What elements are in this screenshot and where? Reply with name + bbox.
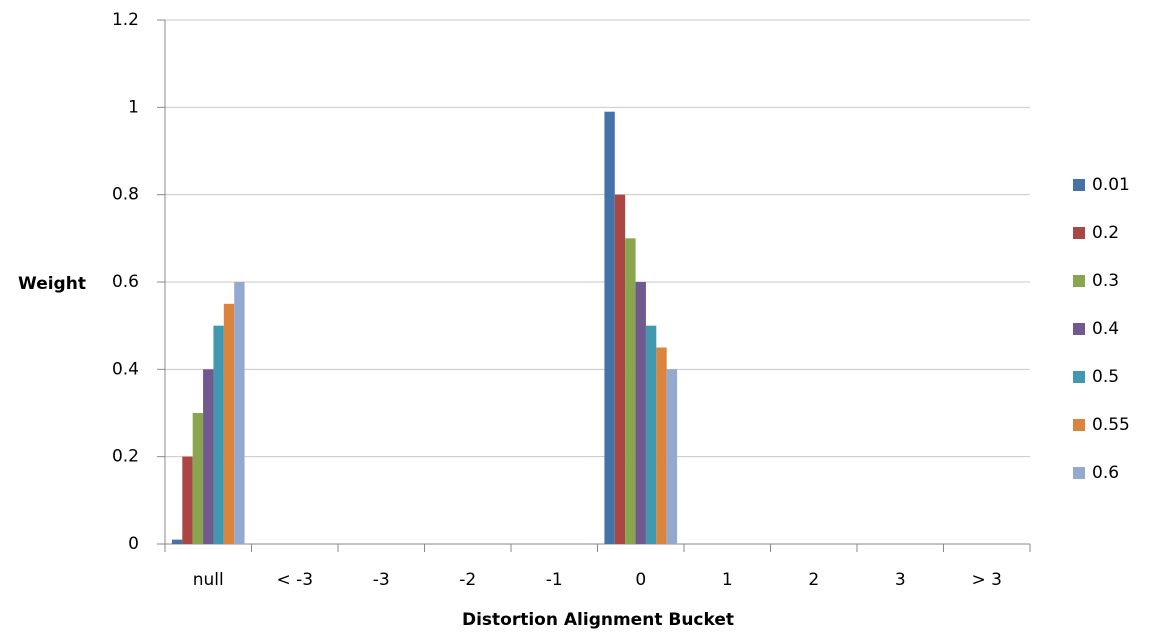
legend-label: 0.4 — [1092, 319, 1119, 339]
legend-label: 0.3 — [1092, 271, 1119, 291]
legend-label: 0.6 — [1092, 463, 1119, 483]
y-tick-label: 1.2 — [112, 10, 139, 30]
x-tick-label: null — [193, 570, 224, 590]
x-tick-label: 3 — [895, 570, 906, 590]
bar — [645, 325, 657, 544]
y-tick-label: 1 — [128, 97, 139, 117]
legend-swatch — [1073, 275, 1085, 287]
bar — [203, 369, 214, 544]
y-axis-label: Weight — [18, 274, 86, 294]
bar — [604, 111, 615, 544]
legend-swatch — [1073, 371, 1085, 383]
legend-label: 0.2 — [1092, 223, 1119, 243]
x-tick-label: < -3 — [276, 570, 313, 590]
legend-label: 0.55 — [1092, 415, 1130, 435]
legend-swatch — [1073, 467, 1085, 479]
x-tick-label: 1 — [722, 570, 733, 590]
bar — [635, 282, 646, 544]
y-tick-label: 0.2 — [112, 447, 139, 467]
x-tick-label: > 3 — [972, 570, 1002, 590]
legend-swatch — [1073, 179, 1085, 191]
bar — [234, 282, 245, 544]
legend-swatch — [1073, 227, 1085, 239]
y-tick-label: 0.6 — [112, 272, 139, 292]
legend-swatch — [1073, 419, 1085, 431]
bar — [171, 539, 183, 544]
bar — [213, 325, 224, 544]
bar — [614, 194, 626, 544]
legend-swatch — [1073, 323, 1085, 335]
bar — [223, 303, 235, 544]
y-tick-label: 0 — [128, 534, 139, 554]
legend-label: 0.01 — [1092, 175, 1130, 195]
bar — [656, 347, 667, 544]
x-tick-label: 2 — [808, 570, 819, 590]
bar — [666, 369, 678, 544]
x-tick-label: -2 — [459, 570, 476, 590]
legend-label: 0.5 — [1092, 367, 1119, 387]
bar — [192, 413, 204, 544]
x-tick-label: -1 — [546, 570, 563, 590]
x-axis-label: Distortion Alignment Bucket — [462, 610, 734, 630]
y-tick-label: 0.8 — [112, 185, 139, 205]
bar — [625, 238, 636, 545]
bar — [182, 456, 193, 544]
x-tick-label: -3 — [373, 570, 390, 590]
x-tick-label: 0 — [635, 570, 646, 590]
y-tick-label: 0.4 — [112, 359, 139, 379]
